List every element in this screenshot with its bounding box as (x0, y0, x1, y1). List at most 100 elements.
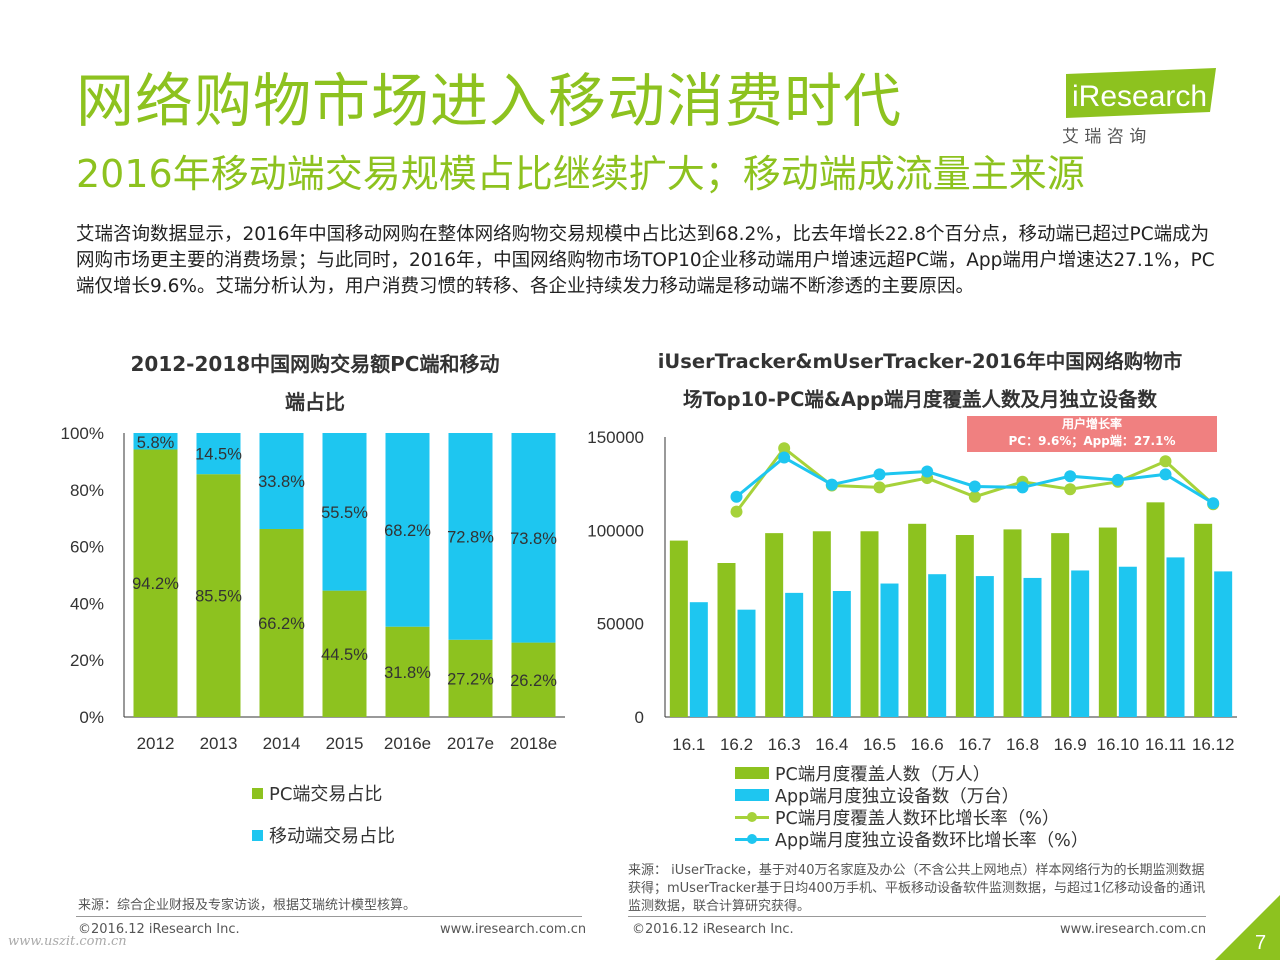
page-number: 7 (1255, 932, 1266, 954)
right-chart-title-line-2: 场Top10-PC端&App端月度覆盖人数及月独立设备数 (683, 388, 1157, 411)
left-y-tick-label: 40% (70, 594, 104, 613)
right-legend-pc-line-label: PC端月度覆盖人数环比增长率（%） (775, 808, 1060, 829)
legend-swatch-green (252, 787, 263, 799)
right-bar-app (737, 609, 756, 717)
right-bar-app (832, 591, 851, 717)
right-bar-pc (1051, 533, 1070, 717)
right-x-tick-label: 16.6 (911, 735, 944, 754)
page-corner-graphic: 7 (1215, 895, 1280, 960)
right-bar-pc (669, 540, 688, 717)
right-point-pc-growth (873, 481, 886, 494)
right-x-tick-label: 16.1 (672, 735, 705, 754)
right-bar-app (1071, 570, 1090, 717)
right-bar-pc (1098, 527, 1117, 717)
right-x-tick-label: 16.12 (1192, 735, 1235, 754)
right-bar-app (1166, 557, 1185, 717)
left-y-tick-label: 60% (70, 538, 104, 557)
right-bar-app (975, 576, 994, 717)
copyright-right: ©2016.12 iResearch Inc. (632, 922, 794, 937)
left-label-mobile: 72.8% (447, 528, 494, 546)
left-label-mobile: 55.5% (321, 504, 368, 522)
left-bar-pc (133, 449, 178, 717)
right-point-app-growth (1016, 481, 1029, 494)
right-bar-pc (955, 535, 974, 717)
right-legend-app-bar: App端月度独立设备数（万台） (735, 784, 1088, 807)
logo-subtext: 艾 瑞 咨 询 (1062, 127, 1146, 147)
legend-bar-blue (735, 789, 769, 801)
badge-title: 用户增长率 (1061, 417, 1122, 431)
right-point-app-growth (730, 490, 743, 503)
right-point-pc-growth (730, 505, 743, 518)
left-label-mobile: 33.8% (258, 473, 305, 491)
right-point-pc-growth (1159, 455, 1172, 468)
left-chart-title: 2012-2018中国网购交易额PC端和移动 端占比 (100, 345, 530, 421)
footer-divider-right (628, 916, 1206, 917)
badge-text: PC：9.6%；App端：27.1% (1008, 434, 1176, 448)
right-bar-pc (717, 563, 736, 717)
right-point-pc-growth (778, 442, 791, 455)
right-legend-pc-line: PC端月度覆盖人数环比增长率（%） (735, 806, 1088, 829)
right-y-tick-label: 0 (635, 708, 644, 727)
left-label-pc: 44.5% (321, 646, 368, 664)
left-y-tick-label: 20% (70, 651, 104, 670)
right-point-app-growth (921, 465, 934, 478)
left-bar-mobile (133, 433, 178, 450)
right-x-tick-label: 16.10 (1097, 735, 1140, 754)
left-source-note: 来源：综合企业财报及专家访谈，根据艾瑞统计模型核算。 (78, 898, 417, 913)
left-x-tick-label: 2014 (263, 734, 301, 753)
right-legend-app-line-label: App端月度独立设备数环比增长率（%） (775, 830, 1089, 851)
left-label-mobile: 68.2% (384, 522, 431, 540)
left-y-tick-label: 0% (79, 708, 104, 727)
left-bar-pc (511, 642, 556, 717)
right-y-tick-label: 50000 (597, 615, 644, 634)
legend-line-blue (735, 832, 769, 846)
right-legend: PC端月度覆盖人数（万人） App端月度独立设备数（万台） PC端月度覆盖人数环… (735, 762, 1089, 851)
right-legend-pc-bar-label: PC端月度覆盖人数（万人） (775, 764, 991, 785)
iresearch-logo: iResearch 艾 瑞 咨 询 (1050, 68, 1230, 152)
left-stacked-bar-chart: 0% 20% 40% 60% 80% 100% 94.2% 5.8% 2012 85.5% 14.5… (61, 424, 565, 753)
left-label-pc: 26.2% (510, 672, 557, 690)
copyright-left: ©2016.12 iResearch Inc. (78, 922, 240, 937)
left-x-tick-label: 2018e (510, 734, 557, 753)
left-bar-mobile (196, 433, 241, 475)
left-bar-pc (196, 474, 241, 717)
left-bar-pc (385, 626, 430, 717)
right-bar-pc (1146, 502, 1165, 717)
left-x-tick-label: 2017e (447, 734, 494, 753)
left-label-pc: 31.8% (384, 664, 431, 682)
left-legend-mobile: 移动端交易占比 (252, 822, 395, 848)
left-legend-pc: PC端交易占比 (252, 780, 382, 806)
right-point-app-growth (873, 468, 886, 481)
right-point-app-growth (968, 480, 981, 493)
left-label-pc: 94.2% (132, 575, 179, 593)
right-point-pc-growth (968, 490, 981, 503)
left-bar-pc (322, 590, 367, 717)
right-x-tick-label: 16.5 (863, 735, 896, 754)
legend-bar-green (735, 767, 769, 779)
right-x-tick-label: 16.11 (1145, 735, 1186, 754)
right-source-note: 来源： iUserTracke，基于对40万名家庭及办公（不含公共上网地点）样本… (628, 863, 1206, 914)
left-label-mobile: 14.5% (195, 446, 242, 464)
right-point-app-growth (1111, 473, 1124, 486)
right-bar-app (928, 574, 947, 717)
right-point-app-growth (1159, 468, 1172, 481)
left-chart-title-line-2: 端占比 (285, 390, 345, 414)
left-x-tick-label: 2015 (326, 734, 364, 753)
right-x-tick-label: 16.3 (768, 735, 801, 754)
left-label-pc: 85.5% (195, 588, 242, 606)
left-legend-pc-label: PC端交易占比 (269, 784, 383, 805)
growth-rate-badge: 用户增长率 PC：9.6%；App端：27.1% (967, 416, 1217, 452)
right-bar-app (1023, 577, 1042, 717)
right-combo-chart: 0 50000 100000 150000 16.1 16.2 16.3 16.4 16.5 16… (587, 428, 1237, 754)
left-legend-mobile-label: 移动端交易占比 (269, 826, 395, 847)
left-label-mobile: 5.8% (137, 434, 175, 452)
right-bar-pc (1194, 523, 1213, 717)
right-legend-pc-bar: PC端月度覆盖人数（万人） (735, 762, 1088, 785)
logo-text: iResearch (1072, 80, 1207, 113)
right-x-tick-label: 16.2 (720, 735, 753, 754)
url-right[interactable]: www.iresearch.com.cn (1060, 922, 1207, 937)
legend-swatch-blue (252, 829, 263, 841)
url-left[interactable]: www.iresearch.com.cn (440, 922, 587, 937)
page-title: 网络购物市场进入移动消费时代 (76, 67, 903, 135)
left-chart-title-line-1: 2012-2018中国网购交易额PC端和移动 (130, 352, 500, 376)
